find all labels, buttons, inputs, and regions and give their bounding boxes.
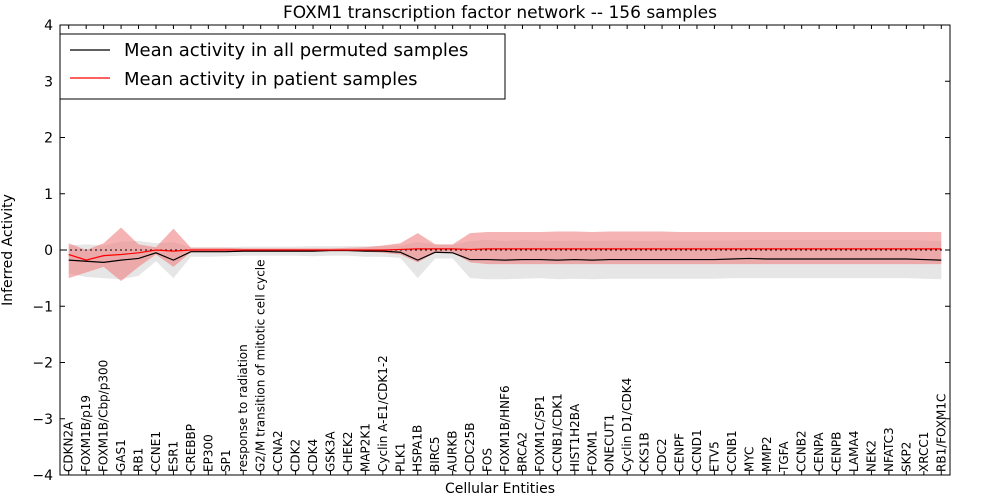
x-category-label: FOXM1B/Cbp/p300	[97, 360, 111, 472]
x-category-label: AURKB	[446, 431, 460, 472]
y-tick-label: −1	[32, 299, 53, 315]
x-category-label: RB1	[132, 448, 146, 472]
legend-label-permuted: Mean activity in all permuted samples	[124, 40, 468, 61]
x-category-label: HSPA1B	[411, 425, 425, 472]
x-category-label: CKS1B	[638, 432, 652, 472]
series-lines	[68, 248, 942, 263]
x-category-label: FOS	[481, 448, 495, 472]
x-category-label: ESR1	[166, 441, 180, 472]
x-category-label: response to radiation	[236, 344, 250, 472]
x-category-label: CDK4	[306, 439, 320, 472]
x-category-label: CENPF	[673, 433, 687, 472]
x-category-label: CDK2	[289, 439, 303, 472]
x-category-label: LAMA4	[847, 431, 861, 472]
legend-label-patient: Mean activity in patient samples	[124, 69, 418, 90]
x-category-label: MYC	[742, 447, 756, 472]
x-category-label: FOXM1C/SP1	[533, 395, 547, 472]
x-category-label: FOXM1B/p19	[79, 395, 93, 472]
y-tick-label: 0	[44, 243, 53, 259]
y-tick-label: 2	[44, 131, 53, 147]
x-category-label: FOXM1B/HNF6	[498, 385, 512, 472]
y-tick-label: 1	[44, 187, 53, 203]
x-category-label: ETV5	[707, 441, 721, 472]
y-tick-label: −3	[32, 412, 53, 428]
x-category-label: RB1/FOXM1C	[934, 394, 948, 472]
x-category-label: CDC25B	[463, 423, 477, 473]
x-category-label: CDKN2A	[62, 421, 76, 472]
y-tick-label: −4	[32, 468, 53, 484]
x-category-label: CHEK2	[341, 432, 355, 473]
x-category-label: XRCC1	[917, 432, 931, 472]
line-series-1	[68, 248, 942, 261]
x-category-label: SP1	[219, 450, 233, 473]
x-category-label: GAS1	[114, 439, 128, 472]
x-category-label: CENPB	[830, 432, 844, 472]
x-axis-label: Cellular Entities	[445, 481, 555, 497]
x-category-label: GSK3A	[323, 431, 337, 472]
x-category-label: CREBBP	[184, 424, 198, 472]
x-category-label: G2/M transition of mitotic cell cycle	[254, 259, 268, 472]
x-category-label: FOXM1	[585, 430, 599, 472]
line-series-0	[68, 249, 942, 263]
x-category-label: EP300	[201, 434, 215, 472]
y-axis-ticks: −4 −3 −2 −1 0 1 2 3 4	[32, 18, 950, 484]
x-category-label: CENPA	[812, 432, 826, 472]
x-category-label: SKP2	[899, 442, 913, 472]
y-tick-label: 4	[44, 18, 53, 34]
x-category-label: CCNB1	[725, 430, 739, 472]
x-category-label: CDC2	[655, 438, 669, 472]
x-category-label: CCNE1	[149, 431, 163, 472]
x-category-label: CCND1	[690, 429, 704, 472]
x-category-label: CCNB1/CDK1	[550, 393, 564, 472]
x-category-label: NEK2	[864, 440, 878, 472]
x-axis-ticks	[68, 25, 942, 475]
legend: Mean activity in all permuted samples Me…	[59, 33, 506, 100]
x-category-label: MMP2	[760, 436, 774, 472]
x-category-label: TGFA	[777, 441, 791, 473]
x-category-label: BRCA2	[515, 432, 529, 472]
y-axis-label: Inferred Activity	[0, 194, 16, 306]
x-axis-category-labels: CDKN2A FOXM1B/p19 FOXM1B/Cbp/p300 GAS1 RB1 CC…	[62, 259, 949, 473]
y-tick-label: −2	[32, 356, 53, 372]
x-category-label: ONECUT1	[603, 414, 617, 472]
x-category-label: MAP2K1	[358, 423, 372, 472]
band-series-1	[68, 227, 942, 281]
x-category-label: NFATC3	[882, 427, 896, 472]
x-category-label: Cyclin D1/CDK4	[620, 378, 634, 472]
x-category-label: CCNB2	[795, 430, 809, 472]
y-tick-label: 3	[44, 74, 53, 90]
x-category-label: Cyclin A-E1/CDK1-2	[376, 355, 390, 472]
x-category-label: BIRC5	[428, 436, 442, 472]
x-category-label: HIST1H2BA	[568, 403, 582, 472]
x-category-label: PLK1	[393, 443, 407, 472]
x-category-label: CCNA2	[271, 430, 285, 472]
chart-title: FOXM1 transcription factor network -- 15…	[283, 3, 717, 23]
legend-box	[59, 33, 506, 100]
